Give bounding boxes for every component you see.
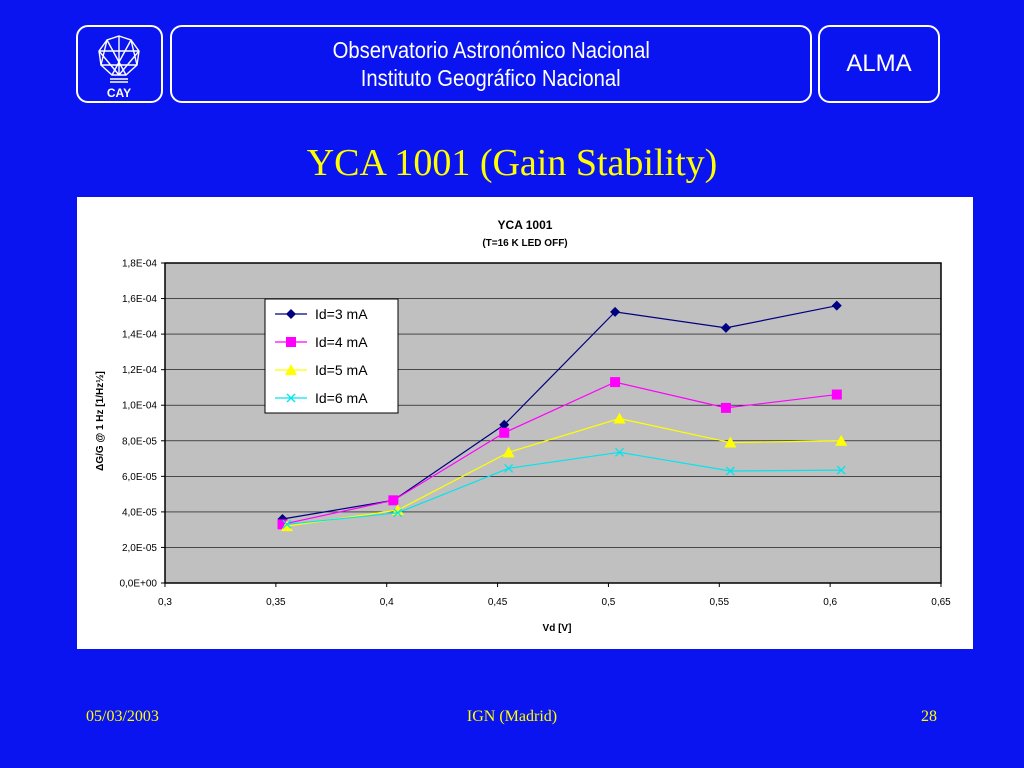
cay-logo-text: CAY [107, 86, 131, 100]
axis-ticks: 0,0E+00 2,0E-05 4,0E-05 6,0E-05 8,0E-05 1,0E-… [119, 259, 951, 609]
y-tick-label: 4,0E-05 [122, 507, 157, 518]
legend-entry: Id=3 mA [275, 306, 368, 322]
data-point [831, 389, 842, 400]
series-line [282, 381, 837, 525]
legend-label: Id=4 mA [315, 334, 368, 350]
data-point [720, 402, 731, 413]
header-line-2: Instituto Geográfico Nacional [361, 65, 621, 91]
chart-title: YCA 1001 [498, 218, 553, 232]
x-tick-label: 0,3 [158, 597, 172, 608]
data-point [286, 393, 296, 403]
slide-title: YCA 1001 (Gain Stability) [306, 142, 718, 184]
data-point [280, 520, 293, 532]
legend-entry: Id=5 mA [275, 362, 368, 378]
header-line-1: Observatorio Astronómico Nacional [332, 37, 650, 63]
data-point [282, 519, 292, 529]
x-tick-label: 0,35 [266, 597, 286, 608]
data-point [725, 466, 735, 476]
x-tick-label: 0,6 [823, 597, 837, 608]
y-tick-label: 1,8E-04 [122, 259, 157, 270]
data-point [285, 364, 297, 375]
y-tick-label: 2,0E-05 [122, 543, 157, 554]
data-point [277, 519, 288, 530]
data-point [391, 504, 404, 516]
chart-subtitle: (T=16 K LED OFF) [482, 238, 567, 249]
data-point [286, 309, 296, 319]
data-point [502, 446, 515, 458]
data-point [724, 436, 737, 448]
x-tick-label: 0,65 [931, 597, 951, 608]
legend-label: Id=3 mA [315, 306, 368, 322]
series-2 [277, 377, 842, 530]
cay-logo-icon: CAY [98, 35, 140, 100]
data-point [286, 337, 296, 347]
data-point [615, 447, 624, 457]
data-point [499, 419, 510, 430]
data-point [836, 465, 846, 475]
y-tick-label: 0,0E+00 [119, 579, 157, 590]
legend-entry: Id=4 mA [275, 334, 368, 350]
data-point [835, 434, 848, 446]
y-tick-label: 1,0E-04 [122, 401, 157, 412]
chart-panel: YCA 1001 (T=16 K LED OFF) 0,0E+00 2,0E-05… [77, 197, 973, 649]
x-tick-label: 0,5 [601, 597, 615, 608]
data-point [499, 427, 510, 438]
series-line [286, 417, 842, 527]
data-point [393, 508, 403, 518]
data-point [613, 412, 626, 424]
data-point [504, 463, 514, 473]
alma-box: ALMA [818, 25, 940, 103]
footer-date: 05/03/2003 [86, 708, 159, 725]
footer-center: IGN (Madrid) [466, 708, 558, 725]
series-layer [277, 300, 848, 532]
y-tick-label: 6,0E-05 [122, 472, 157, 483]
legend-entry: Id=6 mA [275, 390, 368, 406]
legend-label: Id=5 mA [315, 362, 368, 378]
chart-legend: Id=3 mA Id=4 mA Id=5 mA Id=6 mA [264, 298, 399, 414]
page-number: 28 [921, 708, 937, 725]
x-tick-label: 0,4 [380, 597, 394, 608]
y-tick-label: 1,2E-04 [122, 365, 157, 376]
data-point [610, 377, 621, 388]
alma-label: ALMA [846, 50, 912, 77]
legend-label: Id=6 mA [315, 390, 368, 406]
data-point [388, 495, 399, 506]
data-point [831, 300, 842, 311]
institution-header: Observatorio Astronómico Nacional Instit… [170, 25, 812, 103]
data-point [720, 322, 731, 333]
series-3 [280, 412, 848, 532]
x-axis-label: Vd [V] [543, 623, 572, 634]
data-point [610, 306, 621, 317]
series-4 [282, 447, 846, 529]
series-line [282, 305, 837, 520]
x-tick-label: 0,45 [488, 597, 508, 608]
y-tick-label: 8,0E-05 [122, 436, 157, 447]
y-axis-label: ΔG/G @ 1 Hz [1/Hz½] [95, 371, 106, 471]
y-tick-label: 1,6E-04 [122, 294, 157, 305]
series-line [286, 451, 842, 525]
x-tick-label: 0,55 [710, 597, 730, 608]
chart-svg: YCA 1001 (T=16 K LED OFF) 0,0E+00 2,0E-05… [95, 218, 951, 634]
cay-logo-box: CAY [76, 25, 163, 103]
y-tick-label: 1,4E-04 [122, 330, 157, 341]
